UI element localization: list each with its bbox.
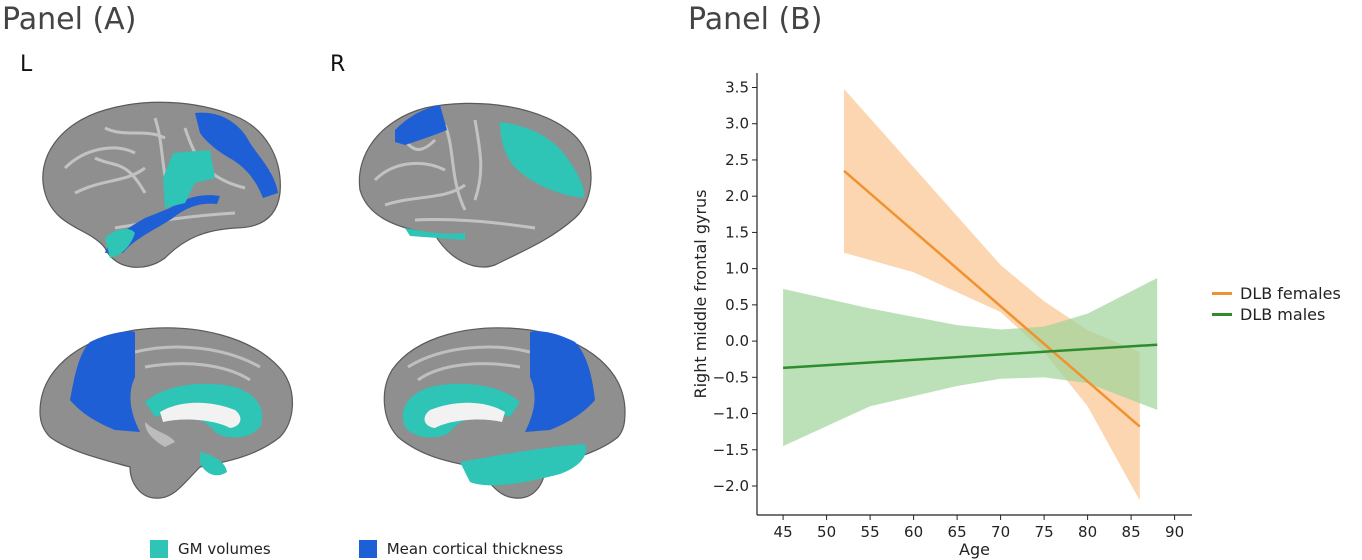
x-tick-label: 75 (1035, 523, 1054, 541)
y-tick-label: 2.0 (725, 187, 749, 205)
left-hemisphere-label: L (20, 52, 33, 77)
left-lateral-brain (42, 101, 281, 268)
dlb-females-label: DLB females (1240, 284, 1341, 303)
trend-line-dlb-males (783, 343, 1158, 370)
x-tick-label: 45 (774, 523, 793, 541)
gm-volumes-label: GM volumes (178, 540, 271, 558)
y-tick-label: 2.5 (725, 151, 749, 169)
x-tick-label: 85 (1122, 523, 1141, 541)
panel-a-legend: GM volumes Mean cortical thickness (150, 540, 651, 558)
y-tick-label: −1.0 (713, 405, 749, 423)
y-tick-label: 3.0 (725, 115, 749, 133)
x-tick-label: 80 (1078, 523, 1097, 541)
right-hemisphere-label: R (330, 52, 346, 77)
gm-volumes-swatch (150, 540, 168, 558)
legend-mean-cortical-thickness: Mean cortical thickness (358, 540, 564, 558)
confidence-band-dlb-females (844, 88, 1140, 501)
y-tick-label: −2.0 (713, 477, 749, 495)
right-medial-brain (383, 327, 626, 499)
mean-cortical-thickness-swatch (358, 540, 377, 558)
panel-b-title: Panel (B) (688, 2, 823, 37)
legend-gm-volumes: GM volumes (150, 540, 271, 558)
x-tick-label: 65 (948, 523, 967, 541)
y-tick-label: 1.0 (725, 260, 749, 278)
x-tick-label: 90 (1165, 523, 1184, 541)
right-lateral-brain (358, 102, 592, 268)
dlb-females-swatch (1212, 292, 1232, 295)
dlb-males-label: DLB males (1240, 305, 1326, 324)
y-tick-label: 1.5 (725, 223, 749, 241)
y-axis-label: Right middle frontal gyrus (691, 189, 710, 398)
x-axis-label: Age (959, 540, 990, 559)
y-tick-label: −1.5 (713, 441, 749, 459)
y-tick-label: 0.5 (725, 296, 749, 314)
panel-b-legend: DLB females DLB males (1212, 283, 1341, 325)
dlb-males-swatch (1212, 313, 1232, 316)
x-tick-label: 70 (991, 523, 1010, 541)
left-medial-brain (39, 327, 294, 499)
y-tick-label: −0.5 (713, 368, 749, 386)
y-tick-label: 3.5 (725, 78, 749, 96)
legend-dlb-females: DLB females (1212, 283, 1341, 304)
x-tick-label: 60 (904, 523, 923, 541)
x-tick-label: 55 (861, 523, 880, 541)
age-interaction-chart: −2.0 −1.5 −1.0 −0.5 0.0 0.5 1.0 1.5 2.0 2.5 3.0 3.5… (691, 73, 1192, 559)
mean-cortical-thickness-label: Mean cortical thickness (386, 540, 564, 558)
y-tick-label: 0.0 (725, 332, 749, 350)
panel-a-title: Panel (A) (2, 2, 137, 37)
x-tick-label: 50 (817, 523, 836, 541)
trend-line-dlb-females (843, 169, 1141, 428)
confidence-band-dlb-males (783, 278, 1158, 447)
legend-dlb-males: DLB males (1212, 304, 1341, 325)
